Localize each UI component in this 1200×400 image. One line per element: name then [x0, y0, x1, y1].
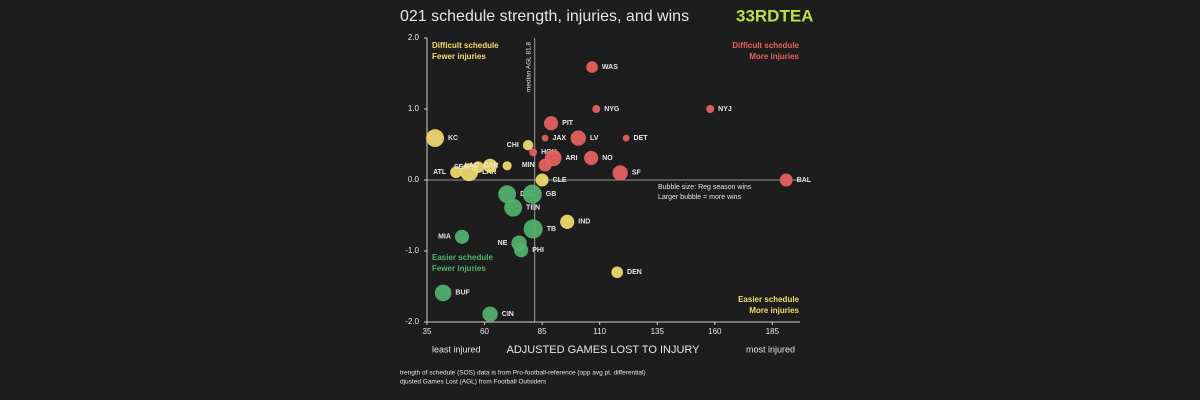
point-label: CHI — [507, 142, 519, 149]
bubble — [706, 105, 715, 113]
bubble — [570, 130, 586, 146]
bubble — [779, 173, 793, 187]
point-label: NYG — [604, 106, 620, 113]
bubble — [560, 214, 575, 229]
point-label: ATL — [433, 169, 447, 176]
x-tick-label: 135 — [651, 327, 665, 336]
y-tick-label: -1.0 — [405, 246, 419, 255]
bubble — [450, 166, 462, 179]
point-label: WAS — [602, 64, 618, 71]
quadrant-label: Easier schedule — [738, 295, 799, 304]
quadrant-label: Difficult schedule — [732, 41, 799, 50]
size-note: Larger bubble = more wins — [658, 194, 742, 201]
bubble — [504, 198, 523, 217]
y-tick-label: 2.0 — [408, 33, 420, 42]
footnote: trength of schedule (SOS) data is from P… — [400, 370, 646, 377]
point-label: SEA — [454, 164, 468, 171]
x-tick-label: 60 — [480, 327, 489, 336]
point-label: JAX — [552, 135, 566, 142]
y-tick-label: -2.0 — [405, 317, 419, 326]
point-label: NE — [498, 240, 508, 247]
point-label: DEN — [627, 269, 642, 276]
bubble — [529, 148, 538, 157]
bubble — [586, 61, 598, 73]
x-right-note: most injured — [746, 344, 795, 354]
bubble — [612, 165, 628, 181]
x-tick-label: 85 — [538, 327, 547, 336]
logo: 33RDTEA — [736, 6, 813, 25]
x-axis-label: ADJUSTED GAMES LOST TO INJURY — [507, 344, 701, 356]
bubble — [514, 243, 529, 258]
bubble — [522, 139, 534, 151]
footnote: djusted Games Lost (AGL) from Football O… — [400, 379, 547, 386]
point-label: NO — [602, 155, 613, 162]
bubble — [522, 184, 542, 204]
chart-title: 021 schedule strength, injuries, and win… — [400, 8, 689, 25]
quadrant-label: Difficult schedule — [432, 41, 499, 50]
x-tick-label: 160 — [708, 327, 722, 336]
bubble — [622, 134, 630, 142]
quadrant-label: Fewer injuries — [432, 264, 486, 273]
quadrant-label: More injuries — [749, 306, 799, 315]
point-label: CIN — [502, 311, 514, 318]
bubble — [541, 134, 549, 142]
x-tick-label: 110 — [593, 327, 606, 336]
point-label: DET — [634, 135, 649, 142]
point-label: LAC — [465, 163, 479, 170]
bubble — [454, 229, 470, 244]
bubble — [544, 116, 559, 131]
bubble — [472, 161, 484, 174]
point-label: BUF — [455, 290, 470, 297]
point-label: LV — [590, 135, 599, 142]
point-label: TEN — [526, 205, 540, 212]
point-label: ARI — [565, 155, 577, 162]
point-label: BAL — [797, 177, 812, 184]
bubble — [502, 161, 512, 171]
point-label: PIT — [562, 120, 574, 127]
y-tick-label: 0.0 — [408, 175, 420, 184]
bubble — [592, 105, 601, 113]
bubble — [523, 219, 543, 239]
bubble — [482, 306, 498, 322]
x-left-note: least injured — [432, 344, 481, 354]
point-label: MIN — [522, 162, 535, 169]
y-tick-label: 1.0 — [408, 104, 420, 113]
point-label: PHI — [532, 247, 544, 254]
bubble — [544, 149, 562, 167]
bubble — [483, 158, 498, 173]
quadrant-label: Fewer injuries — [432, 52, 486, 61]
bubble — [611, 266, 624, 279]
bubble — [426, 129, 444, 148]
bubble — [584, 150, 599, 166]
median-label: median AGL 81.8 — [525, 42, 532, 92]
size-note: Bubble size: Reg season wins — [658, 184, 752, 191]
point-label: CAR — [483, 163, 498, 170]
quadrant-label: More injuries — [749, 52, 799, 61]
x-tick-label: 35 — [423, 327, 432, 336]
point-label: MIA — [438, 234, 451, 241]
point-label: GB — [546, 191, 557, 198]
point-label: IND — [578, 219, 590, 226]
bubble — [498, 185, 517, 204]
quadrant-label: Easier schedule — [432, 253, 493, 262]
point-label: SF — [632, 170, 642, 177]
x-tick-label: 185 — [766, 327, 780, 336]
point-label: CLE — [553, 177, 567, 184]
bubble — [535, 173, 549, 187]
point-label: NYJ — [718, 106, 732, 113]
bubble — [434, 284, 452, 302]
point-label: KC — [448, 135, 458, 142]
point-label: TB — [547, 226, 556, 233]
